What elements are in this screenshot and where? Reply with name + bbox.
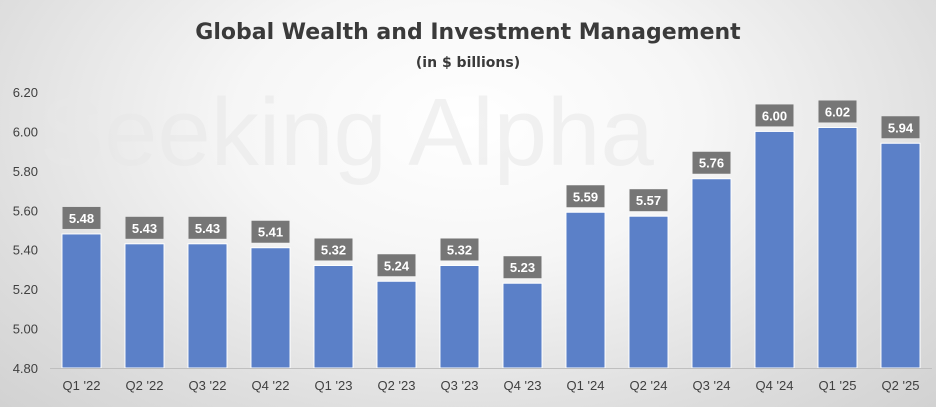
data-label-box: [566, 185, 605, 208]
bar: [124, 243, 165, 369]
x-axis: Q1 '22 Q2 '22 Q3 '22 Q4 '22 Q1 '23 Q2 '23 Q3 '…: [50, 368, 932, 393]
data-labels: 5.48 5.43 5.43 5.41 5.32 5.24 5.32 5.23 5.59 5.57…: [62, 100, 920, 279]
bar: [61, 233, 102, 369]
y-tick-label: 5.40: [13, 243, 38, 258]
bar: [313, 264, 354, 369]
bar: [376, 280, 417, 369]
x-tick-label: Q4 '23: [504, 378, 542, 393]
data-label: 5.32: [447, 242, 472, 257]
x-tick-label: Q2 '22: [126, 378, 164, 393]
y-tick-label: 5.20: [13, 282, 38, 297]
data-label-box: [188, 216, 227, 239]
data-label: 5.43: [195, 221, 220, 236]
x-tick-label: Q4 '22: [252, 378, 290, 393]
data-label: 5.41: [258, 225, 283, 240]
x-tick-label: Q3 '23: [441, 378, 479, 393]
bar: [817, 126, 858, 369]
bar: [250, 247, 291, 369]
y-tick-label: 6.00: [13, 124, 38, 139]
data-label-box: [503, 256, 542, 279]
data-label-box: [755, 104, 794, 127]
x-tick-label: Q1 '22: [63, 378, 101, 393]
bar: [628, 215, 669, 369]
bar: [754, 130, 795, 369]
data-label: 5.43: [132, 221, 157, 236]
data-label: 5.76: [699, 156, 724, 171]
data-label: 5.94: [888, 120, 914, 135]
y-axis: 4.80 5.00 5.20 5.40 5.60 5.80 6.00 6.20: [13, 85, 38, 376]
watermark-text: Seeking Alpha: [40, 79, 654, 186]
x-tick-label: Q3 '22: [189, 378, 227, 393]
y-tick-label: 5.00: [13, 322, 38, 337]
data-label: 5.57: [636, 193, 661, 208]
bar: [502, 282, 543, 369]
x-tick-label: Q1 '24: [567, 378, 605, 393]
bar: [691, 178, 732, 369]
bar: [880, 142, 921, 369]
data-label: 5.32: [321, 242, 346, 257]
data-label-box: [125, 216, 164, 239]
y-tick-label: 5.60: [13, 203, 38, 218]
data-label: 5.48: [69, 211, 94, 226]
x-tick-label: Q1 '23: [315, 378, 353, 393]
data-label-box: [692, 151, 731, 174]
data-label-box: [377, 254, 416, 277]
data-label: 5.24: [384, 258, 410, 273]
x-tick-label: Q1 '25: [819, 378, 857, 393]
x-tick-label: Q2 '25: [882, 378, 920, 393]
x-tick-label: Q3 '24: [693, 378, 731, 393]
y-tick-label: 6.20: [13, 85, 38, 100]
data-label-box: [818, 100, 857, 123]
x-tick-label: Q2 '24: [630, 378, 668, 393]
x-tick-label: Q2 '23: [378, 378, 416, 393]
data-label-box: [440, 238, 479, 261]
data-label-box: [251, 220, 290, 243]
y-tick-label: 4.80: [13, 361, 38, 376]
data-label: 5.23: [510, 260, 535, 275]
chart-subtitle: (in $ billions): [416, 55, 520, 71]
bar-series: [61, 126, 921, 369]
data-label: 6.00: [762, 108, 787, 123]
data-label: 5.59: [573, 189, 598, 204]
data-label: 6.02: [825, 104, 850, 119]
chart-title: Global Wealth and Investment Management: [195, 20, 741, 45]
data-label-box: [629, 189, 668, 212]
data-label-box: [314, 238, 353, 261]
bar: [565, 211, 606, 369]
bar: [187, 243, 228, 369]
bar: [439, 264, 480, 369]
x-tick-label: Q4 '24: [756, 378, 794, 393]
data-label-box: [62, 206, 101, 229]
data-label-box: [881, 116, 920, 139]
y-tick-label: 5.80: [13, 164, 38, 179]
